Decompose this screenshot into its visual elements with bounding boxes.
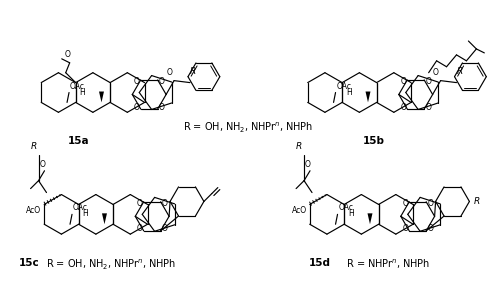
Text: O: O [427, 199, 433, 208]
Text: O: O [137, 199, 142, 208]
Text: O: O [400, 77, 406, 86]
Polygon shape [99, 92, 104, 102]
Text: O: O [400, 103, 406, 111]
Text: 15c: 15c [20, 258, 40, 268]
Polygon shape [368, 213, 372, 224]
Text: O: O [402, 224, 408, 233]
Text: O: O [40, 160, 46, 169]
Polygon shape [366, 92, 370, 102]
Text: H: H [346, 88, 352, 97]
Text: OAc: OAc [70, 81, 85, 91]
Text: O: O [162, 199, 168, 208]
Text: O: O [425, 103, 431, 111]
Text: OAc: OAc [336, 81, 351, 91]
Text: R = NHPr$^n$, NHPh: R = NHPr$^n$, NHPh [337, 258, 430, 271]
Text: R: R [456, 67, 462, 76]
Text: R: R [474, 197, 480, 206]
Text: O: O [305, 160, 311, 169]
Polygon shape [102, 213, 107, 224]
Text: H: H [82, 210, 88, 218]
Text: 15a: 15a [68, 136, 89, 146]
Text: O: O [162, 224, 168, 233]
Text: O: O [402, 199, 408, 208]
Text: O: O [158, 77, 164, 86]
Text: 15d: 15d [309, 258, 331, 268]
Text: R = OH, NH$_2$, NHPr$^n$, NHPh: R = OH, NH$_2$, NHPr$^n$, NHPh [183, 121, 313, 135]
Text: OAc: OAc [73, 203, 88, 212]
Text: 15b: 15b [363, 136, 385, 146]
Text: AcO: AcO [26, 206, 42, 215]
Text: R: R [190, 67, 196, 76]
Text: H: H [80, 88, 85, 97]
Text: H: H [348, 210, 354, 218]
Text: O: O [65, 50, 70, 59]
Text: O: O [425, 77, 431, 86]
Text: O: O [134, 103, 140, 111]
Text: R: R [296, 142, 302, 151]
Text: O: O [432, 68, 438, 77]
Text: O: O [137, 224, 142, 233]
Text: AcO: AcO [292, 206, 307, 215]
Text: O: O [166, 68, 172, 77]
Text: R: R [30, 142, 36, 151]
Text: O: O [427, 224, 433, 233]
Text: O: O [134, 77, 140, 86]
Text: OAc: OAc [338, 203, 353, 212]
Text: R = OH, NH$_2$, NHPr$^n$, NHPh: R = OH, NH$_2$, NHPr$^n$, NHPh [43, 258, 176, 272]
Text: O: O [158, 103, 164, 111]
